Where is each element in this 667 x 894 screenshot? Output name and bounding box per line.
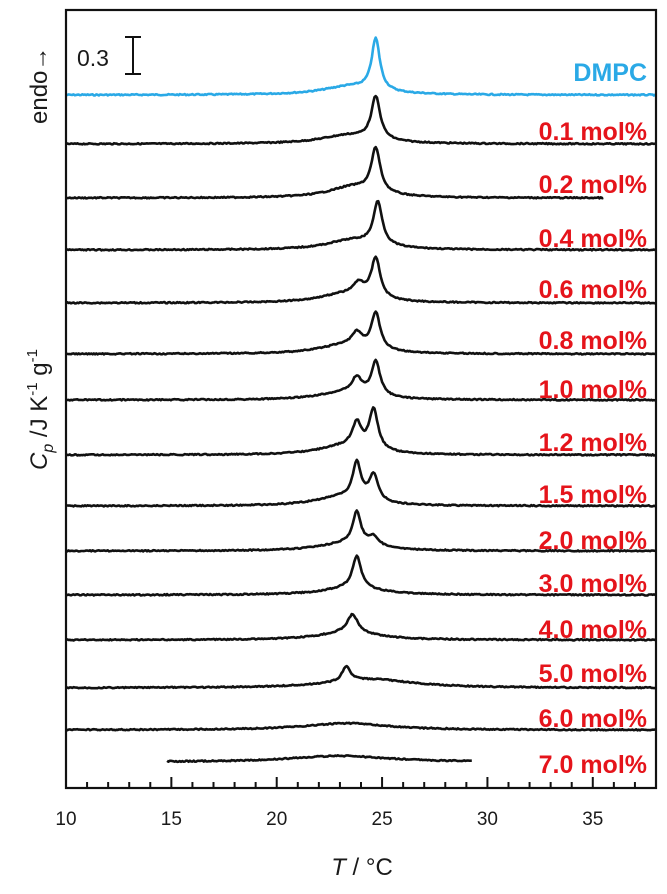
series-label: 4.0 mol%: [539, 616, 647, 644]
trace-0-1-mol-: [65, 94, 656, 146]
trace-0-8-mol-: [65, 310, 656, 356]
series-label: 0.6 mol%: [539, 276, 647, 304]
series-label: 5.0 mol%: [539, 660, 647, 688]
y-axis-title: Cp /J K-1 g-1: [24, 349, 57, 470]
series-label-group: DMPC 0.1 mol% 0.2 mol% 0.4 mol% 0.6 mol% 0.8 …: [539, 59, 647, 779]
series-label: 1.2 mol%: [539, 429, 647, 457]
trace-1-5-mol-: [65, 458, 656, 508]
x-axis-title: T / °C: [331, 854, 393, 881]
x-tick-label: 15: [161, 809, 182, 830]
series-label: 0.1 mol%: [539, 118, 647, 146]
x-tick-label: 25: [372, 809, 393, 830]
trace-group: [65, 36, 657, 764]
series-label: 3.0 mol%: [539, 570, 647, 598]
series-label: 6.0 mol%: [539, 705, 647, 733]
trace-dmpc: [66, 36, 657, 97]
series-label: DMPC: [573, 59, 647, 87]
x-axis-ticks: [65, 777, 657, 788]
x-tick-label: 30: [477, 809, 498, 830]
x-tick-label: 20: [266, 809, 287, 830]
trace-2-0-mol-: [65, 509, 656, 553]
x-axis-tick-labels: 10 15 20 25 30 35: [55, 809, 603, 830]
scale-bar-label: 0.3: [77, 45, 109, 71]
endo-direction-label: endo→: [26, 47, 53, 124]
series-label: 0.2 mol%: [539, 171, 647, 199]
trace-6-0-mol-: [66, 721, 656, 732]
scale-bar: 0.3: [77, 36, 141, 75]
trace-7-0-mol-: [166, 754, 472, 764]
trace-0-2-mol-: [65, 145, 604, 200]
trace-0-4-mol-: [65, 199, 656, 252]
trace-5-0-mol-: [66, 664, 656, 690]
x-tick-label: 10: [55, 809, 76, 830]
series-label: 1.0 mol%: [539, 376, 647, 404]
series-label: 1.5 mol%: [539, 481, 647, 509]
trace-4-0-mol-: [65, 612, 656, 642]
trace-0-6-mol-: [65, 255, 656, 305]
series-label: 0.4 mol%: [539, 225, 647, 253]
trace-1-0-mol-: [65, 358, 656, 402]
series-label: 7.0 mol%: [539, 751, 647, 779]
series-label: 0.8 mol%: [539, 327, 647, 355]
trace-3-0-mol-: [65, 554, 656, 597]
series-label: 2.0 mol%: [539, 527, 647, 555]
x-tick-label: 35: [582, 809, 603, 830]
trace-1-2-mol-: [65, 406, 656, 457]
